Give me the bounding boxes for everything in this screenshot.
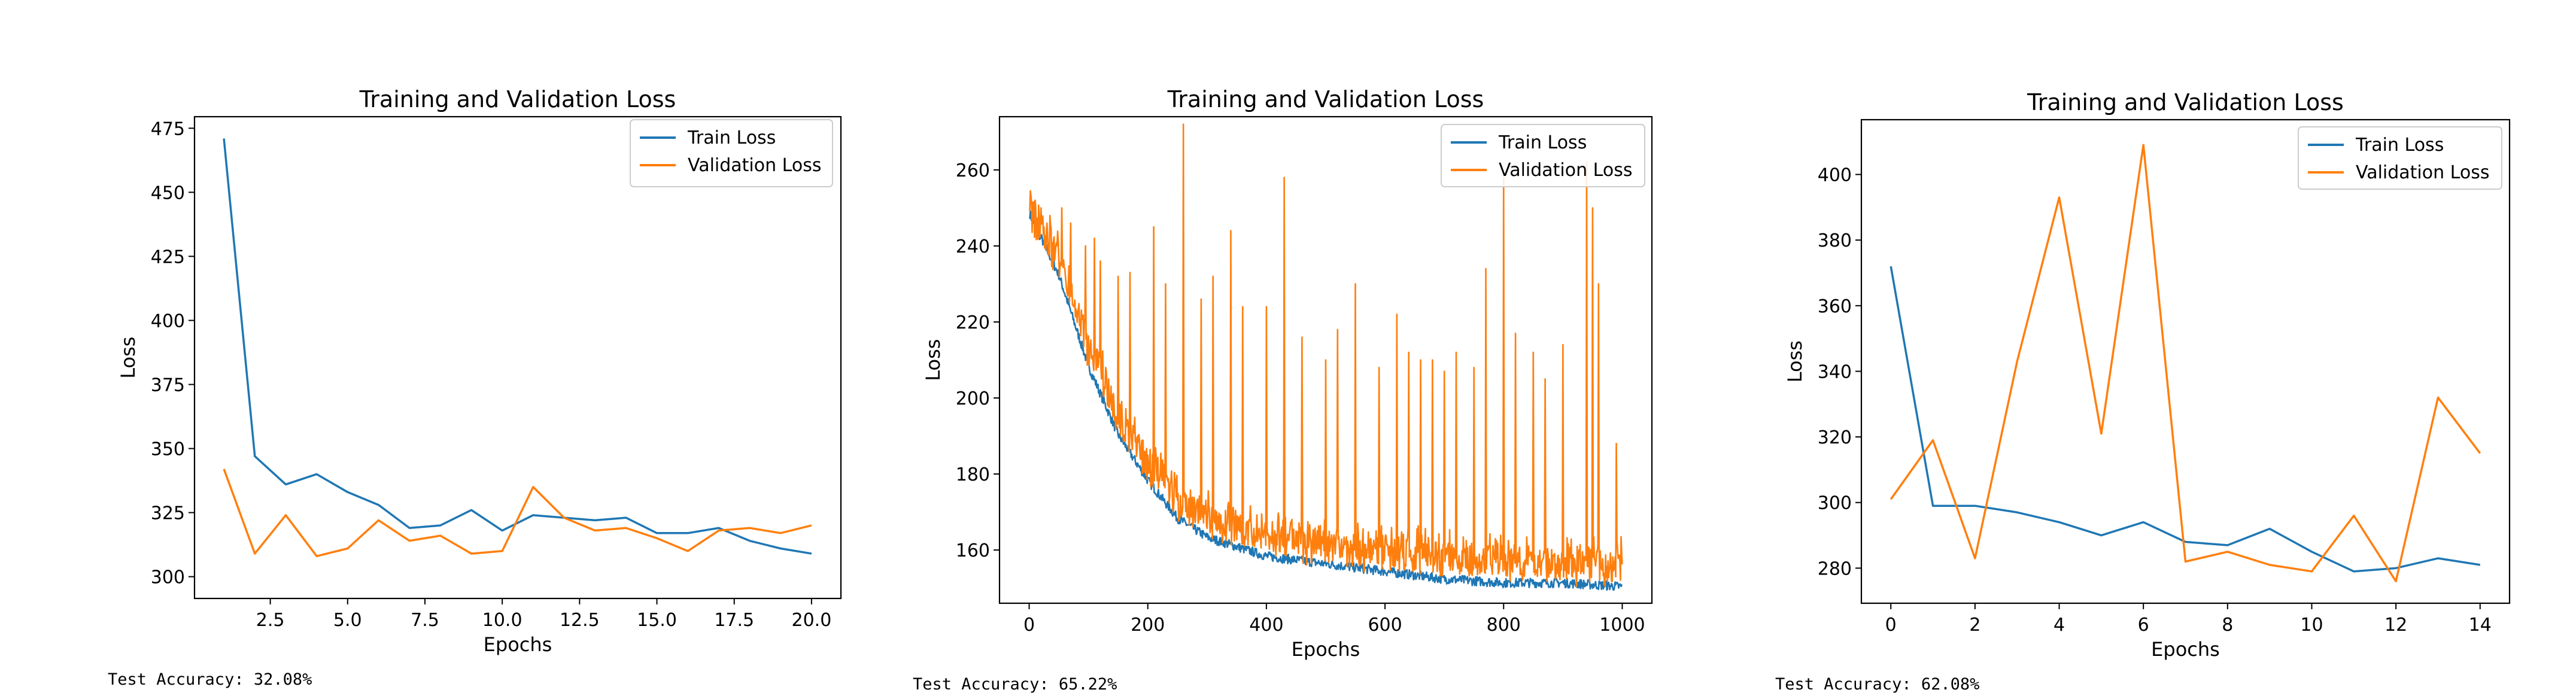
- legend-label: Validation Loss: [2356, 162, 2489, 183]
- chart-title: Training and Validation Loss: [1167, 86, 1484, 113]
- x-tick-label: 10.0: [482, 610, 523, 631]
- y-tick-label: 340: [1818, 361, 1852, 382]
- series-line-validation-loss: [223, 469, 812, 558]
- series-line-validation-loss: [1029, 123, 1623, 588]
- legend-label: Train Loss: [2355, 135, 2444, 156]
- y-tick-label: 475: [151, 118, 185, 139]
- x-tick-label: 6: [2138, 615, 2149, 636]
- x-tick-label: 12: [2384, 615, 2407, 636]
- chart-panel-3: 0 2 4 6 8 10 12 14 280 300 320 340 360 380 400 Training…: [1784, 89, 2511, 661]
- test-accuracy-3: Test Accuracy: 62.08%: [1775, 675, 1980, 694]
- y-tick-label: 160: [956, 540, 990, 561]
- x-tick-label: 0: [1023, 615, 1035, 636]
- legend: Train Loss Validation Loss: [1441, 124, 1645, 187]
- y-tick-label: 380: [1818, 230, 1852, 251]
- x-tick-label: 14: [2469, 615, 2492, 636]
- series-line-train-loss: [223, 138, 812, 555]
- legend-label: Train Loss: [687, 127, 776, 148]
- legend-box: [630, 119, 833, 187]
- x-tick-label: 5.0: [333, 610, 362, 631]
- x-tick-label: 2.5: [256, 610, 285, 631]
- y-tick-label: 325: [151, 503, 185, 524]
- x-tick-label: 15.0: [637, 610, 677, 631]
- y-tick-label: 220: [956, 312, 990, 333]
- y-tick-label: 320: [1818, 427, 1852, 448]
- plot-frame: [1860, 118, 2511, 604]
- x-axis-label: Epochs: [484, 633, 552, 656]
- y-axis-label: Loss: [1784, 341, 1806, 382]
- x-axis-label: Epochs: [1292, 638, 1360, 661]
- chart-panel-1: 2.5 5.0 7.5 10.0 12.5 15.0 17.5 20.0 300 325 350 37…: [117, 86, 842, 656]
- test-accuracy-2: Test Accuracy: 65.22%: [913, 675, 1117, 694]
- y-tick-label: 350: [151, 439, 185, 460]
- x-tick-label: 8: [2222, 615, 2233, 636]
- legend-label: Validation Loss: [688, 155, 821, 176]
- x-tick-label: 2: [1969, 615, 1980, 636]
- y-tick-label: 375: [151, 375, 185, 396]
- legend: Train Loss Validation Loss: [630, 119, 833, 187]
- y-tick-label: 450: [151, 183, 185, 203]
- x-tick-label: 1000: [1599, 615, 1645, 636]
- chart-title: Training and Validation Loss: [2027, 89, 2344, 116]
- plot-frame: [193, 116, 842, 600]
- y-axis-label: Loss: [922, 339, 944, 381]
- legend-box: [1441, 124, 1645, 187]
- x-tick-label: 4: [2053, 615, 2065, 636]
- series-line-train-loss: [1890, 266, 2481, 573]
- y-tick-label: 260: [956, 160, 990, 181]
- y-tick-label: 360: [1818, 296, 1852, 317]
- y-tick-label: 300: [151, 567, 185, 588]
- x-tick-label: 10: [2300, 615, 2323, 636]
- y-tick-label: 400: [151, 311, 185, 332]
- y-tick-label: 280: [1818, 558, 1852, 579]
- legend-label: Train Loss: [1498, 132, 1587, 153]
- y-tick-label: 400: [1818, 165, 1852, 186]
- legend-box: [2298, 126, 2502, 190]
- x-tick-label: 400: [1249, 615, 1283, 636]
- series-line-validation-loss: [1890, 144, 2481, 583]
- test-accuracy-1: Test Accuracy: 32.08%: [108, 670, 312, 689]
- y-tick-label: 180: [956, 464, 990, 485]
- y-tick-label: 300: [1818, 493, 1852, 514]
- x-tick-label: 12.5: [560, 610, 600, 631]
- y-tick-label: 425: [151, 247, 185, 268]
- y-tick-label: 240: [956, 236, 990, 257]
- legend-label: Validation Loss: [1499, 160, 1632, 181]
- chart-panel-2: 0 200 400 600 800 1000 160 180 200 220 240 260 Train…: [922, 86, 1653, 661]
- x-tick-label: 200: [1131, 615, 1165, 636]
- x-tick-label: 600: [1368, 615, 1402, 636]
- x-tick-label: 0: [1885, 615, 1897, 636]
- x-tick-label: 800: [1487, 615, 1521, 636]
- chart-title: Training and Validation Loss: [359, 86, 676, 113]
- x-tick-label: 17.5: [714, 610, 754, 631]
- x-axis-label: Epochs: [2151, 638, 2220, 661]
- y-axis-label: Loss: [117, 336, 139, 378]
- legend: Train Loss Validation Loss: [2298, 126, 2502, 190]
- x-tick-label: 7.5: [411, 610, 439, 631]
- x-tick-label: 20.0: [792, 610, 832, 631]
- y-tick-label: 200: [956, 388, 990, 409]
- plot-frame: [998, 116, 1653, 604]
